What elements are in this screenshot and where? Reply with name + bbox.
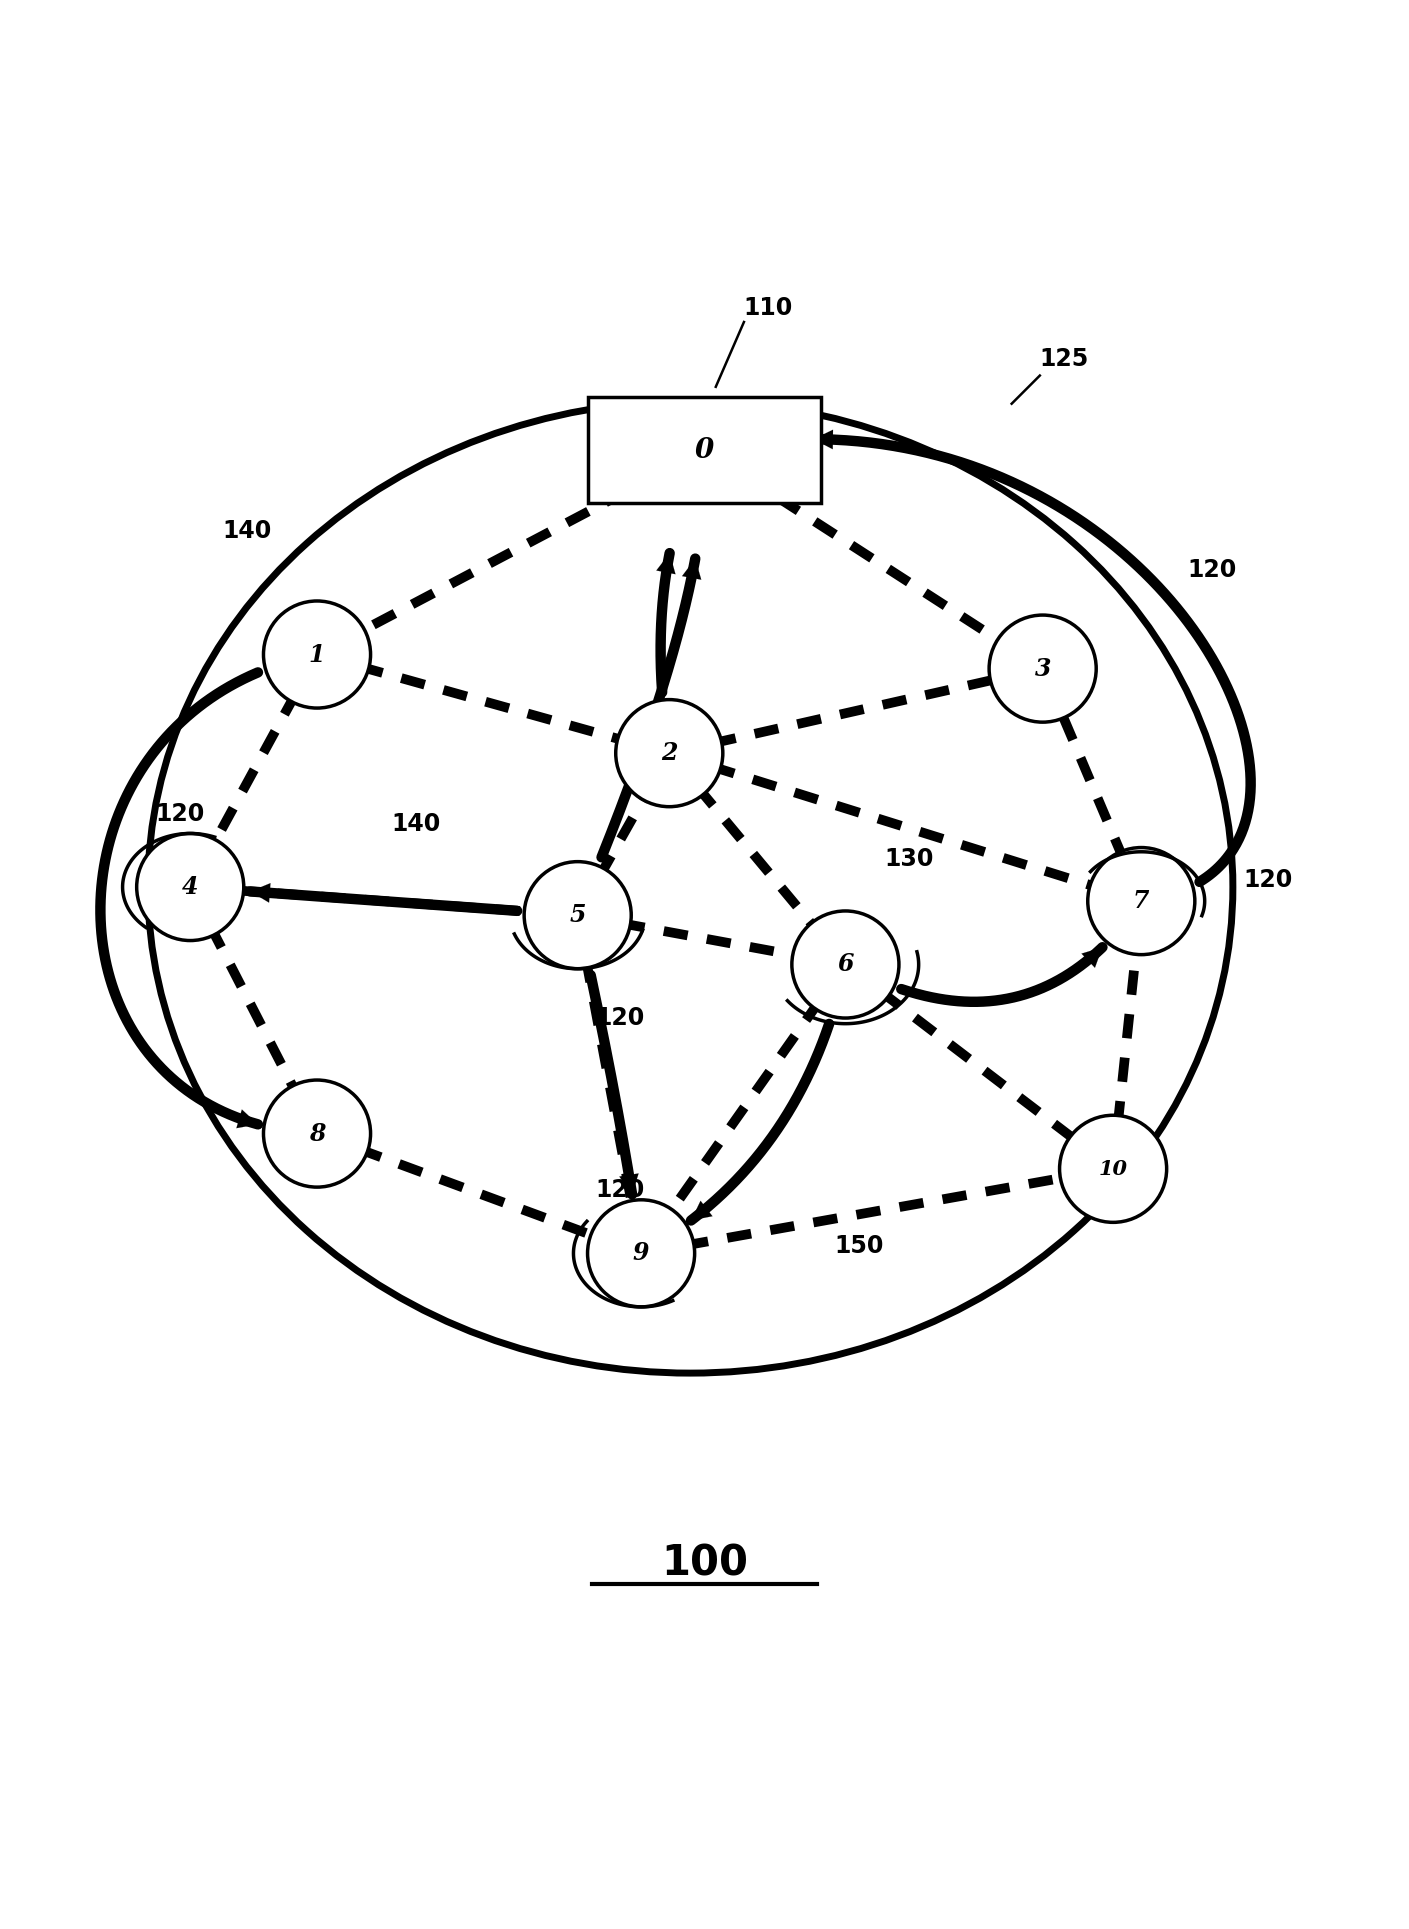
Text: 120: 120 xyxy=(1244,868,1292,891)
Text: 2: 2 xyxy=(661,741,678,766)
Text: 6: 6 xyxy=(837,953,854,976)
Text: 150: 150 xyxy=(834,1235,885,1258)
Circle shape xyxy=(263,1080,371,1186)
Circle shape xyxy=(263,602,371,708)
Circle shape xyxy=(616,700,723,806)
Circle shape xyxy=(1088,847,1195,955)
Circle shape xyxy=(588,1200,695,1306)
Text: 1: 1 xyxy=(309,642,325,667)
Text: 130: 130 xyxy=(883,847,934,870)
Text: 140: 140 xyxy=(223,519,271,542)
Text: 120: 120 xyxy=(1188,557,1236,583)
Text: 120: 120 xyxy=(596,1007,644,1030)
Text: 120: 120 xyxy=(156,802,204,826)
Text: 125: 125 xyxy=(1040,347,1088,370)
Text: 140: 140 xyxy=(392,812,440,835)
Text: 8: 8 xyxy=(309,1121,325,1146)
Text: 120: 120 xyxy=(596,1179,644,1202)
Text: 3: 3 xyxy=(1034,656,1051,681)
Text: 9: 9 xyxy=(633,1242,650,1265)
Circle shape xyxy=(137,833,244,941)
Circle shape xyxy=(524,862,631,968)
Circle shape xyxy=(989,615,1096,721)
Text: 110: 110 xyxy=(744,295,792,320)
Text: 100: 100 xyxy=(661,1543,748,1584)
Text: 7: 7 xyxy=(1133,889,1150,912)
Text: 0: 0 xyxy=(695,436,714,463)
Text: 4: 4 xyxy=(182,876,199,899)
Bar xyxy=(589,397,820,503)
Circle shape xyxy=(1060,1115,1167,1223)
Text: 10: 10 xyxy=(1099,1159,1127,1179)
Text: 5: 5 xyxy=(569,903,586,928)
Circle shape xyxy=(792,910,899,1019)
